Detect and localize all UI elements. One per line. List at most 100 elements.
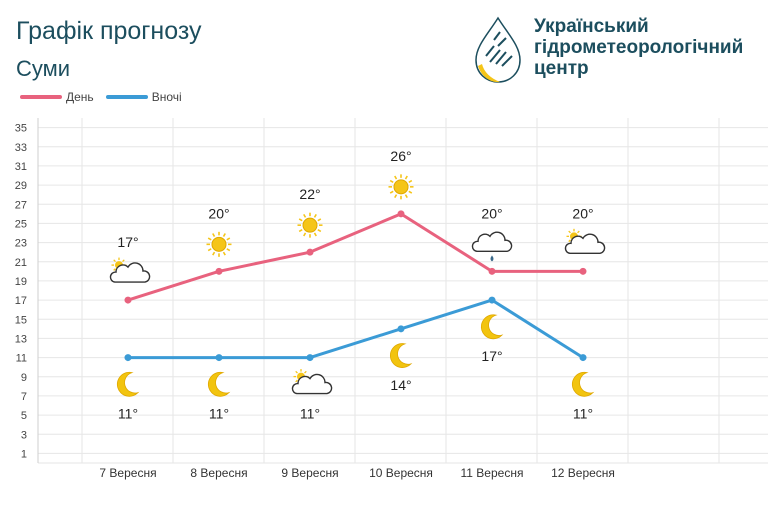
sun-ray [389, 190, 394, 194]
sun-disc [393, 179, 409, 195]
x-tick-label: 9 Вересня [281, 466, 338, 480]
x-tick-label: 12 Вересня [551, 466, 615, 480]
sun-icon [206, 231, 232, 257]
night-point [397, 325, 405, 333]
night-point [488, 296, 496, 304]
night-point [215, 354, 223, 362]
day-temp-label: 26° [390, 148, 411, 164]
day-point [579, 267, 587, 275]
sun-ray [577, 230, 580, 234]
city-name: Суми [16, 56, 71, 81]
day-point [215, 267, 223, 275]
sun-ray [207, 237, 212, 241]
sun-ray [122, 259, 125, 263]
moon-icon [389, 343, 413, 368]
y-tick-label: 15 [15, 314, 27, 326]
y-tick-label: 31 [15, 161, 27, 173]
logo-text: Український гідрометеорологічний центр [534, 16, 743, 79]
sun-ray [394, 194, 398, 199]
sun-ray [298, 218, 303, 222]
sun-ray [317, 228, 322, 233]
moon-icon [116, 371, 140, 397]
partly-cloudy-icon [291, 369, 333, 395]
y-tick-label: 35 [15, 123, 27, 135]
legend-label-night: Вночі [151, 90, 182, 104]
y-tick-label: 29 [15, 180, 27, 192]
y-tick-label: 3 [21, 429, 27, 441]
moon-shape [480, 314, 504, 340]
y-tick-label: 27 [15, 199, 27, 211]
sun-disc [302, 217, 318, 233]
sun-ray [303, 232, 307, 237]
y-tick-label: 25 [15, 218, 27, 230]
sun-ray [295, 370, 298, 374]
moon-shape [389, 343, 413, 368]
cloud-shape [471, 231, 513, 253]
legend-item-night[interactable]: Вночі [105, 90, 182, 104]
night-temp-label: 14° [390, 377, 411, 393]
legend-swatch-night [105, 95, 148, 99]
day-temp-label: 20° [481, 205, 502, 221]
partly-cloudy-icon [564, 228, 606, 255]
day-temp-label: 22° [299, 186, 320, 202]
moon-shape [571, 371, 595, 397]
rain-drop [490, 255, 494, 262]
night-temp-label: 11° [300, 406, 320, 422]
night-temp-label: 11° [573, 406, 593, 422]
sun-ray [408, 190, 413, 194]
chart-title: Графік прогнозу [16, 17, 202, 45]
day-temp-label: 20° [572, 205, 593, 221]
sun-ray [404, 194, 408, 199]
night-temp-label: 11° [209, 406, 229, 422]
sun-ray [404, 175, 408, 180]
legend-item-day[interactable]: День [20, 90, 94, 104]
sun-ray [303, 213, 307, 218]
y-tick-label: 11 [16, 353, 27, 365]
rain-cloud-icon [471, 231, 513, 262]
x-tick-label: 7 Вересня [99, 466, 156, 480]
sun-ray [226, 248, 231, 252]
sun-ray [113, 268, 116, 271]
sun-ray [212, 233, 216, 237]
night-temp-label: 11° [118, 406, 138, 422]
x-tick-label: 8 Вересня [190, 466, 247, 480]
sun-ray [389, 179, 394, 184]
ukrhydromet-logo: Український гідрометеорологічний центр [468, 16, 768, 86]
legend-swatch-day [20, 95, 62, 99]
day-temp-label: 20° [208, 205, 229, 221]
x-tick-label: 11 Вересня [461, 466, 524, 480]
x-tick-label: 10 Вересня [369, 466, 433, 480]
grid [37, 118, 768, 464]
sun-ray [317, 218, 322, 222]
y-tick-label: 17 [15, 295, 27, 307]
night-point [124, 354, 132, 362]
moon-shape [116, 371, 140, 397]
night-point [579, 354, 587, 362]
day-point [488, 267, 496, 275]
series-line-day [127, 212, 583, 302]
day-point [124, 296, 132, 304]
legend-label-day: День [66, 90, 94, 104]
sun-ray [313, 232, 317, 237]
sun-ray [222, 251, 226, 256]
y-tick-label: 33 [15, 142, 27, 154]
day-point [306, 248, 314, 256]
sun-ray [408, 179, 413, 184]
sun-ray [113, 259, 116, 263]
logo-line-1: Український [534, 16, 649, 37]
sun-disc [211, 236, 227, 252]
sun-ray [394, 175, 398, 180]
sun-ray [226, 237, 231, 241]
moon-icon [571, 371, 595, 397]
sun-icon [297, 212, 323, 238]
y-tick-label: 7 [21, 391, 27, 403]
sun-ray [313, 213, 317, 218]
moon-icon [480, 314, 504, 340]
moon-icon [207, 371, 231, 397]
day-point [397, 210, 405, 218]
cloud-shape [109, 262, 151, 283]
night-point [306, 354, 314, 362]
y-tick-label: 21 [15, 257, 27, 269]
sun-ray [212, 251, 216, 256]
